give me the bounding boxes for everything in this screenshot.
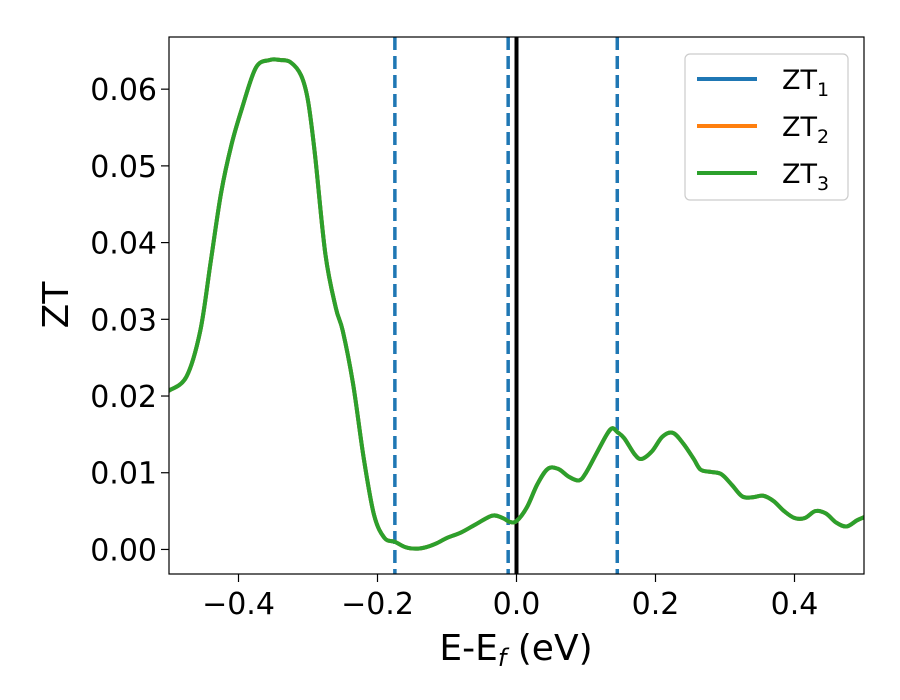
- x-axis-label: E-Ef (eV): [439, 628, 592, 672]
- y-axis-ticks: 0.00 0.01 0.02 0.03 0.04 0.05 0.06: [90, 73, 169, 568]
- legend-label-2: ZT2: [782, 112, 829, 148]
- legend-label-3: ZT3: [782, 159, 829, 195]
- y-tick-label: 0.05: [90, 150, 157, 185]
- series-line-3: [169, 57, 864, 551]
- y-tick-label: 0.01: [90, 457, 157, 492]
- x-tick-label: 0.0: [493, 587, 541, 622]
- x-axis-ticks: −0.4 −0.2 0.0 0.2 0.4: [202, 574, 818, 622]
- legend: ZT1 ZT2 ZT3: [684, 53, 849, 201]
- plot-area: [169, 37, 864, 574]
- y-tick-label: 0.00: [90, 533, 157, 568]
- vertical-reference-lines: [393, 37, 620, 574]
- y-tick-label: 0.04: [90, 227, 157, 262]
- y-axis-label: ZT: [36, 281, 77, 329]
- x-tick-label: −0.2: [341, 587, 414, 622]
- y-tick-label: 0.06: [90, 73, 157, 108]
- plot-frame: [168, 36, 865, 575]
- x-tick-label: 0.4: [771, 587, 819, 622]
- legend-frame: [684, 53, 849, 201]
- legend-label-1: ZT1: [782, 65, 829, 101]
- x-tick-label: 0.2: [632, 587, 680, 622]
- y-tick-label: 0.02: [90, 380, 157, 415]
- y-tick-label: 0.03: [90, 303, 157, 338]
- series-lines: [169, 57, 864, 551]
- x-tick-label: −0.4: [202, 587, 275, 622]
